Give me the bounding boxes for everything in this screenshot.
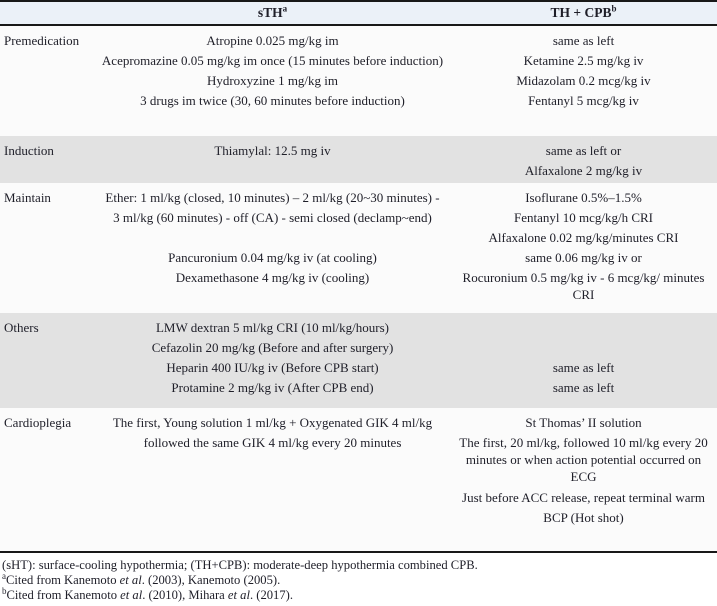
footnote-text-italic: et al [119,573,142,588]
cell-line: same as left [552,380,615,396]
cell-line: The first, Young solution 1 ml/kg + Oxyg… [112,414,433,430]
cell-line: Hydroxyzine 1 mg/kg im [206,72,339,88]
footnote-citation-a: aCited from Kanemoto et al. (2003), Kane… [2,571,715,588]
cell-line: 3 drugs im twice (30, 60 minutes before … [140,93,405,109]
footnote-text: . (2003), Kanemoto (2005). [141,573,281,588]
maintain-thcpb-cell: Isoflurane 0.5%–1.5% Fentanyl 10 mcg/kg/… [450,183,717,313]
cell-line: Cefazolin 20 mg/kg (Before and after sur… [151,339,394,355]
cell-line: Ether: 1 ml/kg (closed, 10 minutes) – 2 … [105,189,440,205]
cell-line: 3 ml/kg (60 minutes) - off (CA) - semi c… [113,209,432,225]
cell-line: Atropine 0.025 mg/kg im [206,32,339,48]
cell-line: St Thomas’ II solution [525,414,642,430]
header-sth-label: sTH [257,5,283,20]
cell-line: Pancuronium 0.04 mg/kg iv (at cooling) [168,250,377,266]
header-thcpb: TH + CPBb [450,3,717,21]
cell-line-blank [459,319,708,336]
induction-sth-cell: Thiamylal: 12.5 mg iv [95,136,450,183]
footnote-b-superscript: b [2,586,7,597]
table-header-row: sTHa TH + CPBb [0,2,717,26]
section-cardioplegia: Cardioplegia The first, Young solution 1… [0,408,717,551]
cell-line-blank [459,339,708,356]
cell-line: same as left [552,359,615,375]
row-label-maintain: Maintain [4,190,51,205]
induction-thcpb-cell: same as left or Alfaxalone 2 mg/kg iv [450,136,717,183]
cell-line: followed the same GIK 4 ml/kg every 20 m… [143,434,402,450]
cell-line: same as left or [545,142,622,158]
cell-line: Fentanyl 10 mcg/kg/h CRI [513,209,654,225]
cell-line-blank [97,229,448,246]
cell-line: Ketamine 2.5 mg/kg iv [523,52,644,68]
footnote-text-italic: et al [120,588,143,603]
header-sth-superscript: a [282,3,288,14]
header-sth: sTHa [95,3,450,21]
cell-line: Acepromazine 0.05 mg/kg im once (15 minu… [101,52,444,68]
footnote-text: . (2017). [249,588,293,603]
footnote-text: Cited from Kanemoto [6,588,121,603]
cell-line: BCP (Hot shot) [543,509,624,525]
cardioplegia-thcpb-cell: St Thomas’ II solution The first, 20 ml/… [450,408,717,551]
cell-line: same as left [552,32,615,48]
footnote-text: Cited from Kanemoto [6,573,120,588]
footnote-text-italic: et al [227,588,250,603]
cell-line: Isoflurane 0.5%–1.5% [525,189,642,205]
section-induction: Induction Thiamylal: 12.5 mg iv same as … [0,136,717,183]
cell-line: Alfaxalone 2 mg/kg iv [524,162,643,178]
cell-line: Alfaxalone 0.02 mg/kg/minutes CRI [488,229,679,245]
section-others: Others LMW dextran 5 ml/kg CRI (10 ml/kg… [0,313,717,408]
others-sth-cell: LMW dextran 5 ml/kg CRI (10 ml/kg/hours)… [95,313,450,408]
cardioplegia-sth-cell: The first, Young solution 1 ml/kg + Oxyg… [95,408,450,551]
cell-line: Thiamylal: 12.5 mg iv [214,142,331,158]
anesthesia-protocol-table: sTHa TH + CPBb Premedication Atropine 0.… [0,0,717,553]
section-maintain: Maintain Ether: 1 ml/kg (closed, 10 minu… [0,183,717,313]
header-thcpb-label: TH + CPB [550,5,612,20]
cell-line: Midazolam 0.2 mcg/kg iv [516,72,651,88]
cell-line: Dexamethasone 4 mg/kg iv (cooling) [175,270,370,286]
cell-line: Heparin 400 IU/kg iv (Before CPB start) [166,359,379,375]
cell-line: Just before ACC release, repeat terminal… [462,489,705,505]
section-premedication: Premedication Atropine 0.025 mg/kg im Ac… [0,26,717,136]
cell-line: Rocuronium 0.5 mg/kg iv - 6 mcg/kg/ minu… [462,270,705,303]
maintain-sth-cell: Ether: 1 ml/kg (closed, 10 minutes) – 2 … [95,183,450,313]
premedication-sth-cell: Atropine 0.025 mg/kg im Acepromazine 0.0… [95,26,450,136]
cell-line: Protamine 2 mg/kg iv (After CPB end) [171,380,374,396]
row-label-induction: Induction [4,143,54,158]
row-label-others: Others [4,320,39,335]
cell-line: LMW dextran 5 ml/kg CRI (10 ml/kg/hours) [155,319,390,335]
row-label-cardioplegia: Cardioplegia [4,415,72,430]
footnote-text: . (2010), Mihara [142,588,228,603]
cell-line: same 0.06 mg/kg iv or [525,250,642,266]
cell-line: The first, 20 ml/kg, followed 10 ml/kg e… [459,434,708,485]
premedication-thcpb-cell: same as left Ketamine 2.5 mg/kg iv Midaz… [450,26,717,136]
footnote-citation-b: bCited from Kanemoto et al. (2010), Miha… [2,586,715,603]
others-thcpb-cell: same as left same as left [450,313,717,408]
cell-line: Fentanyl 5 mcg/kg iv [528,93,639,109]
table-footnotes: (sHT): surface-cooling hypothermia; (TH+… [0,553,717,604]
header-thcpb-superscript: b [611,3,617,14]
footnote-a-superscript: a [2,571,6,582]
footnote-abbreviations: (sHT): surface-cooling hypothermia; (TH+… [2,558,478,572]
row-label-premedication: Premedication [4,33,80,48]
